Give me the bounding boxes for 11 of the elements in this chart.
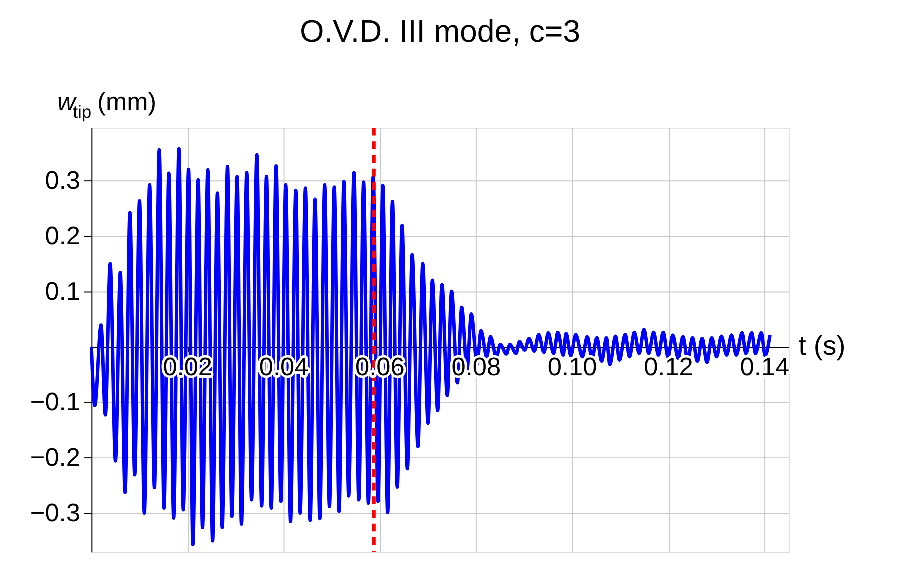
y-tick-label: 0.2 bbox=[45, 222, 80, 250]
x-tick-label: 0.14 bbox=[740, 353, 790, 382]
y-tick-label: −0.1 bbox=[30, 388, 80, 417]
x-tick-label: 0.12 bbox=[644, 353, 694, 382]
y-tick-label: 0.1 bbox=[45, 278, 80, 306]
y-tick-label: −0.2 bbox=[30, 444, 80, 472]
y-tick-label: 0.3 bbox=[45, 166, 80, 195]
y-tick-label: −0.3 bbox=[30, 500, 80, 528]
x-tick-label: 0.10 bbox=[548, 353, 598, 382]
chart-title: O.V.D. III mode, c=3 bbox=[300, 14, 581, 50]
x-axis-title: t (s) bbox=[798, 330, 846, 361]
